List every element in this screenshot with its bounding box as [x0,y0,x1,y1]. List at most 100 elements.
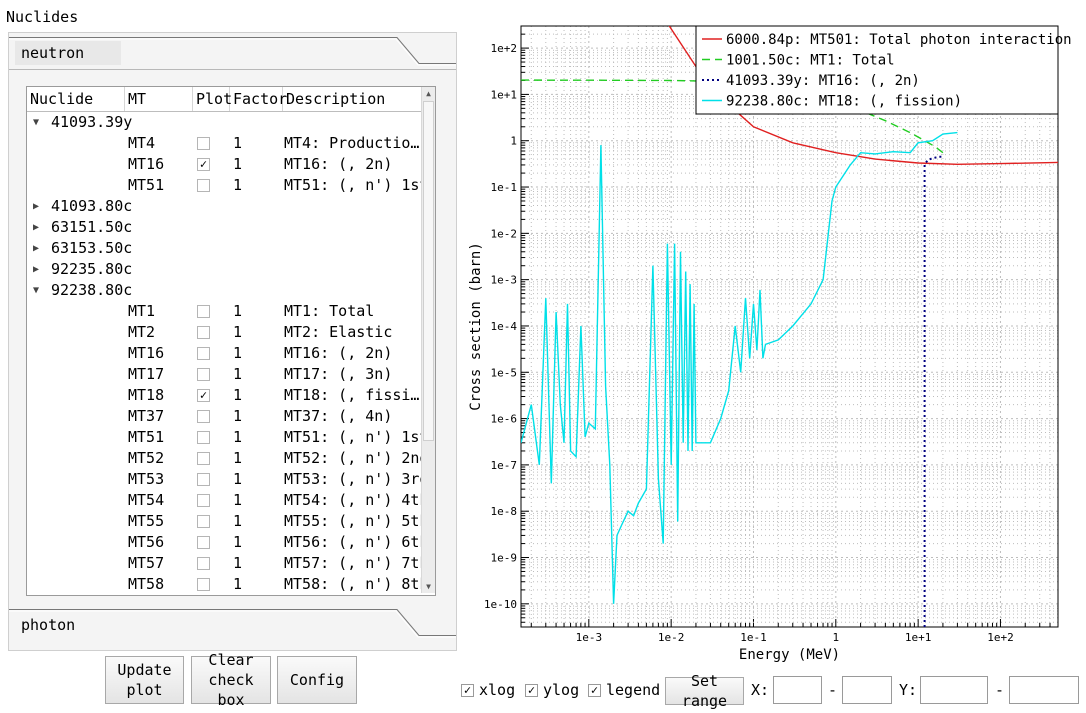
tree-mt-row[interactable]: MT16 ✓ 1 MT16: (, 2n) [27,154,421,175]
y-min-input[interactable] [920,676,988,704]
plot-checkbox[interactable] [197,452,210,465]
description-cell: MT53: (, n') 3rd [284,469,429,490]
factor-cell[interactable]: 1 [233,427,242,448]
description-cell: MT2: Elastic [284,322,392,343]
update-plot-button[interactable]: Update plot [105,656,184,704]
collapse-arrow-right-icon[interactable]: ▶ [33,238,39,259]
ylog-checkbox[interactable]: ✓ [525,684,538,697]
plot-checkbox[interactable] [197,473,210,486]
plot-checkbox[interactable] [197,410,210,423]
plot-checkbox[interactable] [197,536,210,549]
factor-cell[interactable]: 1 [233,532,242,553]
factor-cell[interactable]: 1 [233,553,242,574]
tab-photon[interactable]: photon [9,603,456,639]
tree-mt-row[interactable]: MT37 1 MT37: (, 4n) [27,406,421,427]
tree-mt-row[interactable]: MT52 1 MT52: (, n') 2nd [27,448,421,469]
plot-checkbox[interactable]: ✓ [197,158,210,171]
scroll-up-icon[interactable]: ▲ [422,87,435,100]
scroll-thumb[interactable] [423,101,434,441]
expand-arrow-down-icon[interactable]: ▼ [33,112,39,133]
tree-mt-row[interactable]: MT16 1 MT16: (, 2n) [27,343,421,364]
factor-cell[interactable]: 1 [233,133,242,154]
cross-section-chart[interactable]: 1e-3 1e-2 1e-1 1 1e+1 1e+2 1e+2 1e+1 1 1e-1 1e-2 1e… [460,4,1086,672]
tree-nuclide-row[interactable]: ▼ 92238.80c [27,280,421,301]
plot-checkbox[interactable] [197,179,210,192]
plot-checkbox[interactable]: ✓ [197,389,210,402]
xlog-checkbox[interactable]: ✓ [461,684,474,697]
plot-checkbox[interactable] [197,137,210,150]
tree-mt-row[interactable]: MT56 1 MT56: (, n') 6th [27,532,421,553]
tree-mt-row[interactable]: MT51 1 MT51: (, n') 1st [27,427,421,448]
tree-mt-row[interactable]: MT55 1 MT55: (, n') 5th [27,511,421,532]
tree-nuclide-row[interactable]: ▶ 92235.80c [27,259,421,280]
tree-nuclide-row[interactable]: ▶ 63151.50c [27,217,421,238]
legend-label: legend [606,678,660,702]
plot-checkbox[interactable] [197,368,210,381]
plot-checkbox[interactable] [197,557,210,570]
factor-cell[interactable]: 1 [233,364,242,385]
clear-check-box-button[interactable]: Clear check box [191,656,271,704]
tree-mt-row[interactable]: MT54 1 MT54: (, n') 4th [27,490,421,511]
factor-cell[interactable]: 1 [233,322,242,343]
y-tick-label: 1e-6 [491,413,518,426]
set-range-button[interactable]: Set range [665,677,744,705]
config-button[interactable]: Config [277,656,357,704]
tree-nuclide-row[interactable]: ▶ 41093.80c [27,196,421,217]
plot-checkbox[interactable] [197,326,210,339]
plot-checkbox[interactable] [197,347,210,360]
col-header-mt[interactable]: MT [125,87,193,111]
tree-mt-row[interactable]: MT51 1 MT51: (, n') 1st [27,175,421,196]
tree-vertical-scrollbar[interactable]: ▲ ▼ [421,87,435,593]
expand-arrow-down-icon[interactable]: ▼ [33,280,39,301]
collapse-arrow-right-icon[interactable]: ▶ [33,259,39,280]
legend-checkbox[interactable]: ✓ [588,684,601,697]
tree-mt-row[interactable]: MT4 1 MT4: Productio… [27,133,421,154]
plot-checkbox[interactable] [197,494,210,507]
factor-cell[interactable]: 1 [233,490,242,511]
nuclide-tree[interactable]: Nuclide MT Plot Factor Description ▼ 4109… [26,86,436,596]
factor-cell[interactable]: 1 [233,343,242,364]
col-header-description[interactable]: Description [283,87,421,111]
tree-nuclide-row[interactable]: ▼ 41093.39y [27,112,421,133]
legend-entry: 1001.50c: MT1: Total [726,53,895,69]
factor-cell[interactable]: 1 [233,511,242,532]
x-min-input[interactable] [773,676,822,704]
factor-cell[interactable]: 1 [233,301,242,322]
tree-mt-row[interactable]: MT2 1 MT2: Elastic [27,322,421,343]
factor-cell[interactable]: 1 [233,175,242,196]
y-max-input[interactable] [1009,676,1079,704]
plot-checkbox[interactable] [197,515,210,528]
factor-cell[interactable]: 1 [233,574,242,595]
tree-mt-row[interactable]: MT57 1 MT57: (, n') 7th [27,553,421,574]
col-header-factor[interactable]: Factor [230,87,283,111]
tree-mt-row[interactable]: MT53 1 MT53: (, n') 3rd [27,469,421,490]
x-max-input[interactable] [842,676,892,704]
mt-cell: MT54 [128,490,164,511]
collapse-arrow-right-icon[interactable]: ▶ [33,217,39,238]
x-tick-label: 1e+1 [905,631,932,644]
col-header-plot[interactable]: Plot [193,87,230,111]
tree-mt-row[interactable]: MT17 1 MT17: (, 3n) [27,364,421,385]
y-tick-label: 1e-3 [491,274,518,287]
factor-cell[interactable]: 1 [233,469,242,490]
plot-checkbox[interactable] [197,578,210,591]
tree-mt-row[interactable]: MT18 ✓ 1 MT18: (, fissi… [27,385,421,406]
factor-cell[interactable]: 1 [233,154,242,175]
factor-cell[interactable]: 1 [233,385,242,406]
scroll-down-icon[interactable]: ▼ [422,580,435,593]
col-header-nuclide[interactable]: Nuclide [27,87,125,111]
tab-neutron[interactable]: neutron [9,33,456,69]
plot-checkbox[interactable] [197,305,210,318]
factor-cell[interactable]: 1 [233,406,242,427]
y-tick-label: 1e-2 [491,227,518,240]
collapse-arrow-right-icon[interactable]: ▶ [33,196,39,217]
tree-mt-row[interactable]: MT58 1 MT58: (, n') 8th [27,574,421,595]
tree-mt-row[interactable]: MT1 1 MT1: Total [27,301,421,322]
description-cell: MT18: (, fissi… [284,385,419,406]
tree-nuclide-row[interactable]: ▶ 63153.50c [27,238,421,259]
factor-cell[interactable]: 1 [233,448,242,469]
update-plot-label-1: Update [117,660,171,680]
mt-cell: MT51 [128,175,164,196]
plot-checkbox[interactable] [197,431,210,444]
set-range-label: Set range [666,671,743,711]
